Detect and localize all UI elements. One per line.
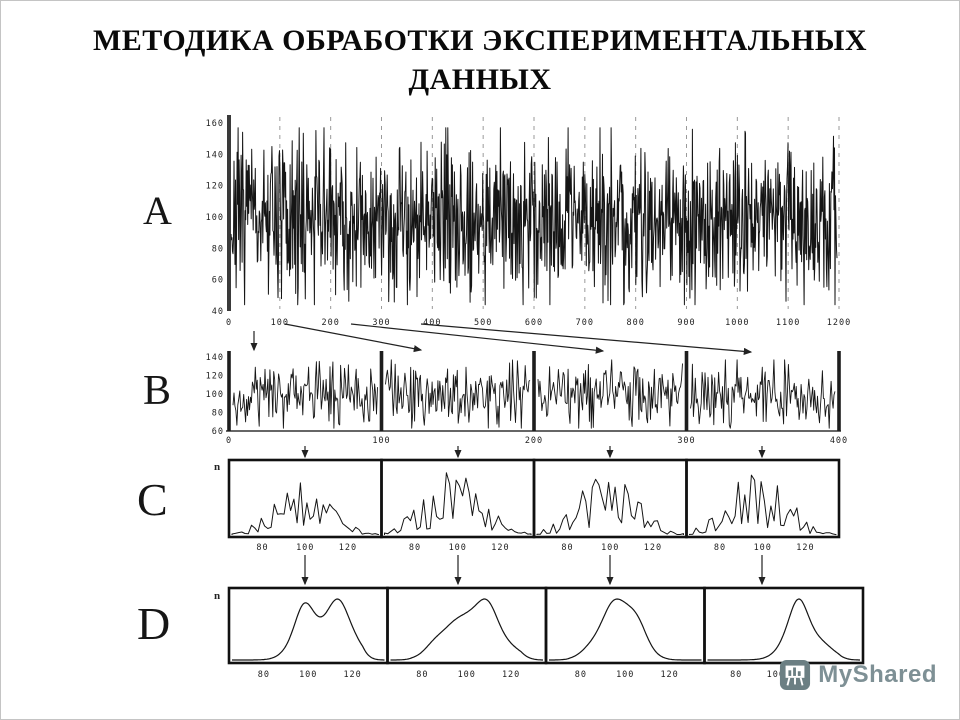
svg-text:100: 100 xyxy=(299,670,317,680)
panel-b-chart: 140 120 100 80 600 100 200 300 400 xyxy=(206,351,848,446)
panel-a-label: A xyxy=(143,188,172,233)
myshared-logo: MyShared xyxy=(779,659,937,691)
svg-text:1200: 1200 xyxy=(827,318,851,328)
panel-a-chart: 160 140 120 100 80 60 400 100 200 300 400 500 600 700… xyxy=(206,115,851,328)
panel-b-label: B xyxy=(143,368,172,414)
svg-text:120: 120 xyxy=(502,670,520,680)
svg-text:120: 120 xyxy=(660,670,678,680)
svg-text:100: 100 xyxy=(206,390,224,400)
svg-text:900: 900 xyxy=(677,318,695,328)
svg-text:80: 80 xyxy=(561,543,573,553)
svg-text:140: 140 xyxy=(206,150,224,160)
svg-text:120: 120 xyxy=(491,543,509,553)
svg-text:80: 80 xyxy=(212,244,224,254)
panel-d-chart: n 80 100 120 80 100 120 80 100 120 80 100 xyxy=(214,586,865,680)
svg-text:80: 80 xyxy=(258,670,270,680)
svg-text:600: 600 xyxy=(525,318,543,328)
svg-text:80: 80 xyxy=(212,409,224,419)
svg-text:100: 100 xyxy=(458,670,476,680)
svg-text:100: 100 xyxy=(616,670,634,680)
svg-text:140: 140 xyxy=(206,353,224,363)
svg-text:120: 120 xyxy=(644,543,662,553)
svg-text:160: 160 xyxy=(206,119,224,129)
svg-text:800: 800 xyxy=(626,318,644,328)
watermark-text: MyShared xyxy=(818,661,937,688)
svg-text:100: 100 xyxy=(206,213,224,223)
panel-c-label: C xyxy=(137,474,168,525)
svg-text:500: 500 xyxy=(474,318,492,328)
slide-title: МЕТОДИКА ОБРАБОТКИ ЭКСПЕРИМЕНТАЛЬНЫХ ДАН… xyxy=(1,21,959,99)
svg-text:0: 0 xyxy=(226,436,232,446)
svg-text:60: 60 xyxy=(212,427,224,437)
svg-text:80: 80 xyxy=(575,670,587,680)
svg-text:120: 120 xyxy=(796,543,814,553)
svg-text:100: 100 xyxy=(767,670,785,680)
svg-text:400: 400 xyxy=(423,318,441,328)
svg-text:100: 100 xyxy=(372,436,390,446)
title-line-2: ДАННЫХ xyxy=(408,63,552,96)
svg-text:120: 120 xyxy=(206,182,224,192)
svg-text:60: 60 xyxy=(212,276,224,286)
svg-text:120: 120 xyxy=(343,670,361,680)
svg-text:300: 300 xyxy=(677,436,695,446)
svg-text:n: n xyxy=(214,461,220,473)
svg-text:120: 120 xyxy=(206,372,224,382)
svg-text:1100: 1100 xyxy=(776,318,800,328)
svg-text:100: 100 xyxy=(271,318,289,328)
svg-text:300: 300 xyxy=(372,318,390,328)
svg-text:100: 100 xyxy=(296,543,314,553)
svg-text:0: 0 xyxy=(226,318,232,328)
svg-text:400: 400 xyxy=(830,436,848,446)
svg-text:100: 100 xyxy=(449,543,467,553)
panel-c-chart: n 80 100 120 80 100 120 80 100 120 80 100 120 xyxy=(214,458,841,553)
svg-text:n: n xyxy=(214,590,220,602)
svg-text:80: 80 xyxy=(730,670,742,680)
svg-text:80: 80 xyxy=(256,543,268,553)
panel-d-label: D xyxy=(137,598,171,649)
svg-text:1000: 1000 xyxy=(725,318,749,328)
presentation-board-icon xyxy=(780,659,811,691)
svg-text:700: 700 xyxy=(576,318,594,328)
svg-text:80: 80 xyxy=(416,670,428,680)
svg-text:120: 120 xyxy=(339,543,357,553)
svg-text:100: 100 xyxy=(601,543,619,553)
svg-text:40: 40 xyxy=(212,307,224,317)
title-line-1: МЕТОДИКА ОБРАБОТКИ ЭКСПЕРИМЕНТАЛЬНЫХ xyxy=(92,24,868,57)
svg-text:80: 80 xyxy=(409,543,421,553)
svg-text:200: 200 xyxy=(321,318,339,328)
svg-text:200: 200 xyxy=(525,436,543,446)
svg-text:100: 100 xyxy=(754,543,772,553)
svg-text:80: 80 xyxy=(714,543,726,553)
